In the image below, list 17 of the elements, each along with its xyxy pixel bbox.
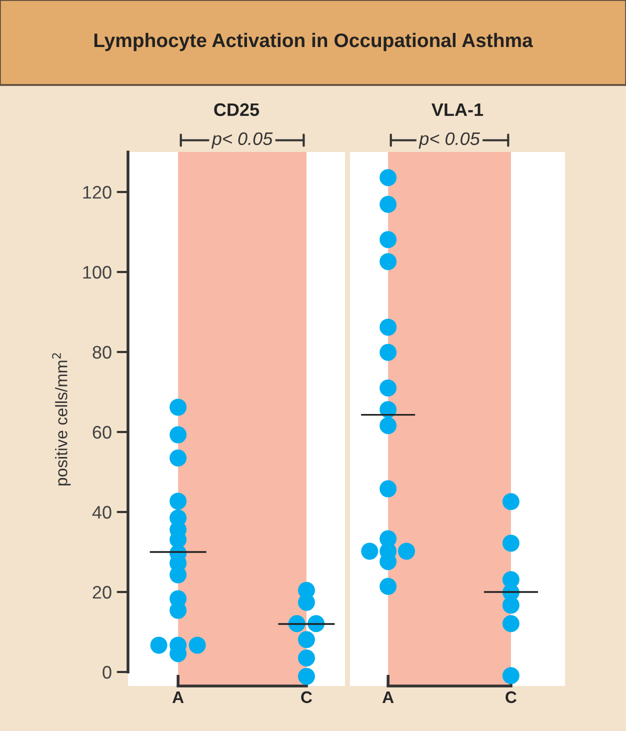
y-tick-label: 100 (83, 266, 112, 279)
x-tick-label: A (172, 691, 184, 703)
x-tick-label: C (301, 691, 312, 704)
chart-title: CD25 (214, 103, 260, 116)
y-tick-label: 20 (92, 586, 112, 599)
chart-title: VLA-1 (432, 103, 484, 116)
y-tick-label: 40 (92, 506, 112, 519)
text: Lymphocyte Activation in Occupational Asthma (94, 32, 533, 52)
y-axis-title: positive cells/mm$^{2}$ (52, 353, 71, 486)
text: p< 0.05 (211, 132, 273, 149)
y-tick-label: 0 (102, 666, 112, 679)
x-tick-label: A (382, 691, 394, 703)
y-tick-label: 120 (83, 186, 112, 199)
text: p< 0.05 (418, 132, 480, 149)
x-tick-label: C (506, 691, 517, 704)
y-tick-label: 60 (92, 426, 112, 439)
y-tick-label: 80 (92, 346, 112, 359)
